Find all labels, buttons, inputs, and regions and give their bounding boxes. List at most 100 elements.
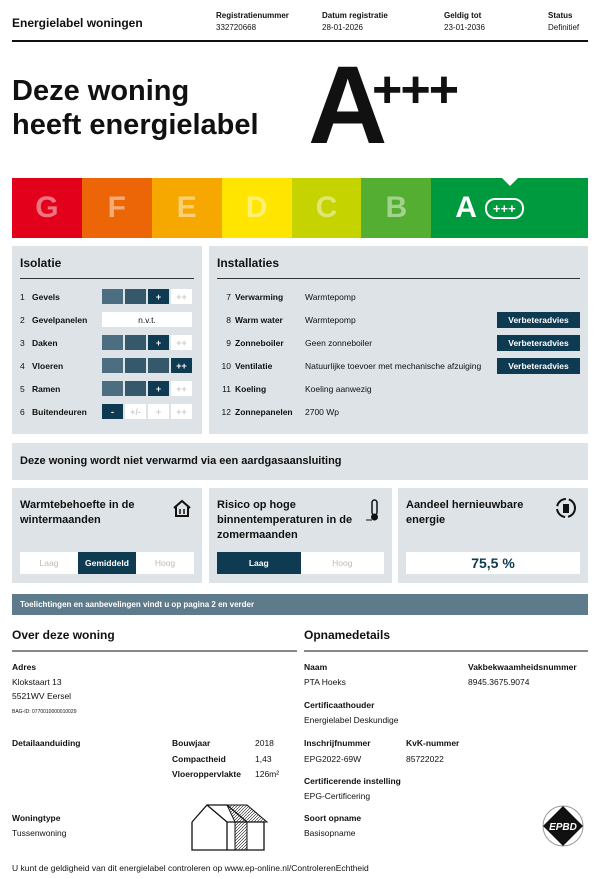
scale-class-b: B <box>361 178 432 238</box>
isolatie-row: 3 Daken + ++ <box>20 331 194 354</box>
rating-cell <box>125 381 146 396</box>
headline: Deze woning heeft energielabel <box>12 75 259 141</box>
svg-text:EPBD: EPBD <box>549 822 577 833</box>
installatie-row: 11 Koeling Koeling aanwezig <box>222 383 372 394</box>
header: Energielabel woningen Registratienummer 3… <box>12 8 588 42</box>
inschr-label: Inschrijfnummer <box>304 738 371 748</box>
rating-cells: + ++ <box>102 289 192 304</box>
rating-cell: + <box>148 381 169 396</box>
footer-text: U kunt de geldigheid van dit energielabe… <box>12 863 225 873</box>
warmte-title: Warmtebehoefte in de wintermaanden <box>20 499 135 526</box>
rating-cell <box>125 289 146 304</box>
scale-class-c: C <box>291 178 362 238</box>
scale-letter: D <box>245 191 268 224</box>
woningtype-value: Tussenwoning <box>12 828 67 838</box>
isolatie-row: 1 Gevels + ++ <box>20 285 194 308</box>
soort-value: Basisopname <box>304 828 356 838</box>
detail-label: Detailaanduiding <box>12 738 81 748</box>
header-title: Energielabel woningen <box>12 16 143 30</box>
rating-cell <box>102 381 123 396</box>
inschr-value: EPG2022-69W <box>304 754 362 764</box>
installaties-panel: Installaties 7 Verwarming Warmtepomp 8 Warm … <box>209 246 588 434</box>
inst-label: Certificerende instelling <box>304 776 401 786</box>
rating-cell: + <box>148 404 169 419</box>
renewable-icon <box>556 498 576 518</box>
rating-cell: ++ <box>171 358 192 373</box>
scale-letter: G <box>35 191 59 224</box>
option-gemiddeld: Gemiddeld <box>78 552 136 574</box>
fact-label: Bouwjaar <box>172 738 211 748</box>
installatie-row: 12 Zonnepanelen 2700 Wp <box>221 406 340 417</box>
rating-cell <box>102 335 123 350</box>
header-col: Status Definitief <box>548 11 580 32</box>
scale-class-e: E <box>151 178 222 238</box>
verify-link[interactable]: www.ep-online.nl/ControlerenEchtheid <box>224 863 369 873</box>
house-heat-icon <box>173 499 191 517</box>
fact-label: Vloeroppervlakte <box>172 769 241 779</box>
naam-label: Naam <box>304 662 328 672</box>
epbd-logo: EPBD <box>542 805 584 847</box>
rating-cell: +/- <box>125 404 146 419</box>
rating-cell: ++ <box>171 404 192 419</box>
installaties-title: Installaties <box>217 256 580 279</box>
fact-value: 2018 <box>255 738 274 748</box>
info-banner: Toelichtingen en aanbevelingen vindt u o… <box>12 594 588 615</box>
isolatie-row: 4 Vloeren ++ <box>20 354 194 377</box>
scale-class-d: D <box>221 178 292 238</box>
rating-cell: ++ <box>171 381 192 396</box>
option-hoog: Hoog <box>332 558 353 568</box>
rating-cells: - +/- + ++ <box>102 404 192 419</box>
option-laag: Laag <box>217 552 301 574</box>
verbeteradvies-button[interactable]: Verbeteradvies <box>497 357 580 374</box>
rating-cell <box>125 358 146 373</box>
vak-value: 8945.3675.9074 <box>468 677 530 687</box>
isolatie-title: Isolatie <box>20 256 194 279</box>
rating-cell: + <box>148 289 169 304</box>
kvk-label: KvK-nummer <box>406 738 460 748</box>
woning-section: Over deze woning <box>12 628 297 652</box>
risico-title: Risico op hoge binnentemperaturen in de … <box>217 499 353 541</box>
header-col: Registratienummer 332720668 <box>216 11 289 32</box>
scale-suffix: +++ <box>484 197 524 219</box>
verbeteradvies-button[interactable]: Verbeteradvies <box>497 334 580 351</box>
rating-cell <box>102 358 123 373</box>
scale-letter: C <box>315 191 338 224</box>
house-type-icon <box>191 804 269 851</box>
rating-cell: ++ <box>171 335 192 350</box>
vak-label: Vakbekwaamheidsnummer <box>468 662 577 672</box>
installatie-row: 9 Zonneboiler Geen zonneboiler Verbeteradvi… <box>217 331 580 354</box>
scale-letter: B <box>385 191 408 224</box>
adres-line2: 5521WV Eersel <box>12 691 72 701</box>
rating-cell <box>125 335 146 350</box>
kvk-value: 85722022 <box>406 754 444 764</box>
risico-scale: Laag Hoog <box>217 552 384 574</box>
installatie-row: 10 Ventilatie Natuurlijke toevoer met mech… <box>217 354 580 377</box>
hernieuwbaar-value: 75,5 % <box>406 552 580 574</box>
rating-cell <box>102 289 123 304</box>
rating-cell: - <box>102 404 123 419</box>
isolatie-row: 6 Buitendeuren - +/- + ++ <box>20 400 194 423</box>
energy-label-plus: +++ <box>372 61 459 119</box>
nvt-value: n.v.t. <box>102 312 192 327</box>
fact-value: 126m² <box>255 769 280 779</box>
footer: U kunt de geldigheid van dit energielabe… <box>12 863 369 873</box>
header-col: Geldig tot 23-01-2036 <box>444 11 485 32</box>
scale-class-g: G <box>12 178 82 238</box>
option-laag: Laag <box>39 558 59 568</box>
rating-cells: + ++ <box>102 381 192 396</box>
adres-line1: Klokstaart 13 <box>12 677 62 687</box>
hernieuwbaar-card: Aandeel hernieuwbare energie 75,5 % <box>398 488 588 583</box>
warmte-scale: Laag Gemiddeld Hoog <box>20 552 194 574</box>
fact-label: Compactheid <box>172 754 226 764</box>
scale-letter: E <box>176 191 197 224</box>
energy-scale-bar: G F E D C B A +++ <box>12 178 589 238</box>
verbeteradvies-button[interactable]: Verbeteradvies <box>497 311 580 328</box>
installatie-row: 8 Warm water Warmtepomp Verbeteradvies <box>217 308 580 331</box>
installatie-row: 7 Verwarming Warmtepomp <box>226 291 356 302</box>
scale-letter: A <box>455 191 477 224</box>
isolatie-row: 2 Gevelpanelen n.v.t. <box>20 308 194 331</box>
cert-label: Certificaathouder <box>304 700 375 710</box>
rating-cells: ++ <box>102 358 192 373</box>
rating-cell: + <box>148 335 169 350</box>
isolatie-row: 5 Ramen + ++ <box>20 377 194 400</box>
